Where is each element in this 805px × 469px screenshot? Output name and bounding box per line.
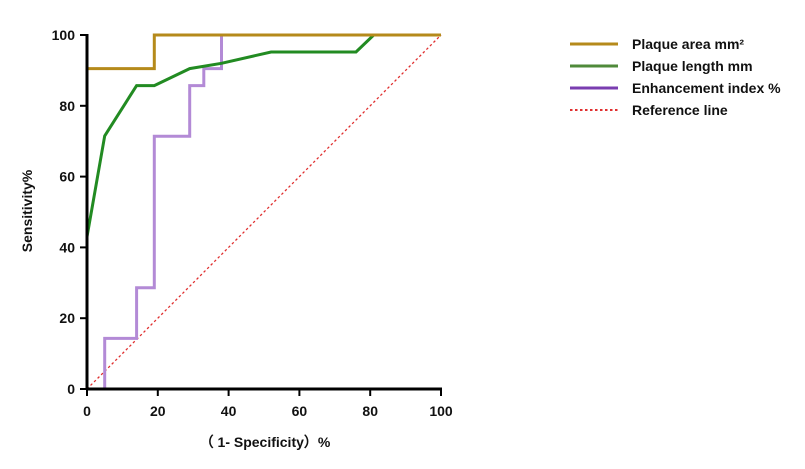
axes: 0 20 40 60 80 100 0 20 40 60 80 100 [52,27,453,419]
series-line-plaque-length-mm [85,33,441,389]
y-tick-label: 80 [59,98,75,114]
legend: Plaque area mm² Plaque length mm Enhanceme… [570,36,781,118]
series-line-enhancement-index [103,33,441,389]
legend-label: Enhancement index % [632,80,781,96]
y-tick-label: 100 [52,27,76,43]
x-axis-title: （ 1- Specificity）% [200,434,331,450]
legend-label: Plaque length mm [632,58,753,74]
x-tick-label: 0 [83,403,91,419]
x-tick-label: 20 [150,403,166,419]
y-tick-label: 0 [67,381,75,397]
series-line-reference-line [86,34,442,390]
x-tick-label: 60 [292,403,308,419]
y-tick-label: 60 [59,169,75,185]
y-tick-label: 20 [59,310,75,326]
x-tick-label: 100 [429,403,453,419]
x-tick-label: 40 [221,403,237,419]
legend-label: Reference line [632,102,728,118]
plot-area [85,33,442,390]
y-axis-title: Sensitivity% [19,169,35,252]
y-tick-label: 40 [59,239,75,255]
x-tick-label: 80 [362,403,378,419]
legend-label: Plaque area mm² [632,36,744,52]
